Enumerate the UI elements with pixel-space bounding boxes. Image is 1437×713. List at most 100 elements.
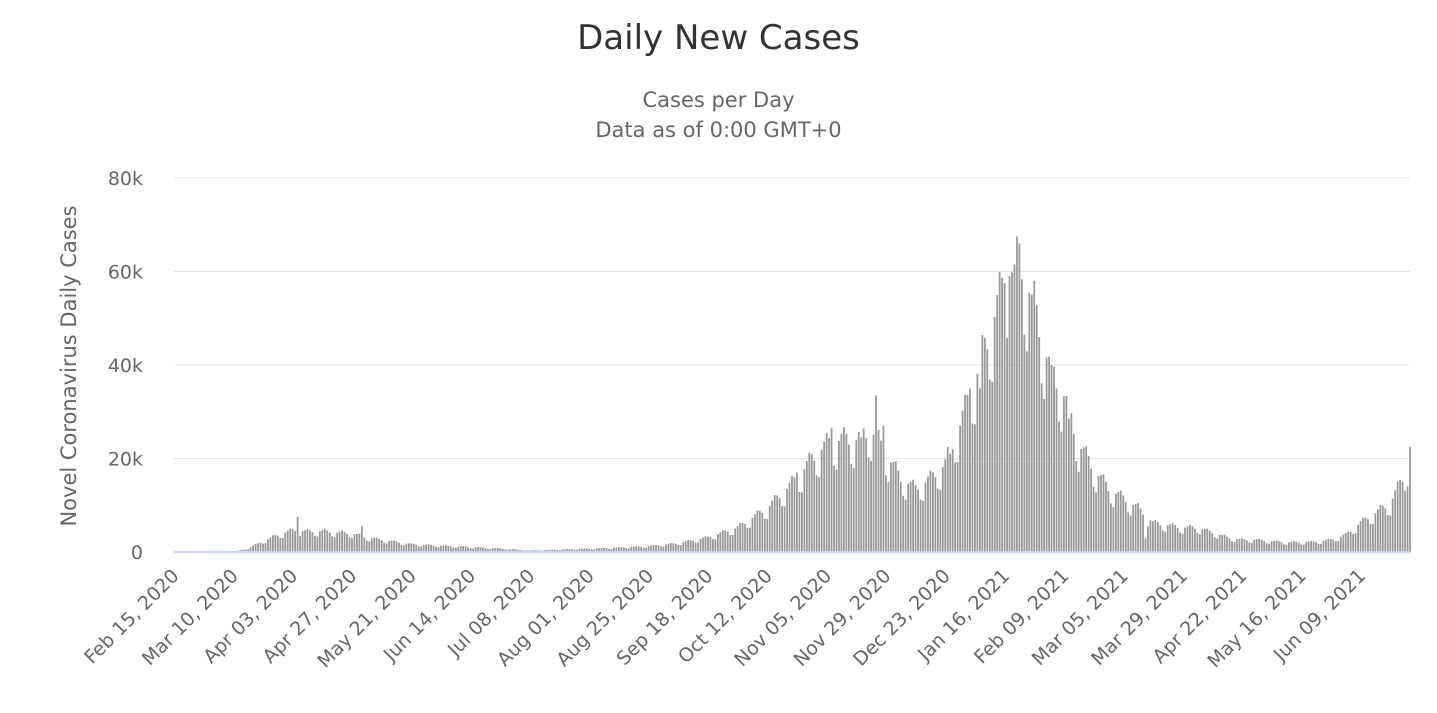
bar[interactable] [627,548,630,552]
bar[interactable] [600,547,603,552]
bar[interactable] [494,548,497,552]
bar[interactable] [1302,544,1305,552]
bar[interactable] [1109,503,1112,552]
bar[interactable] [1095,492,1097,552]
bar[interactable] [763,518,766,552]
bar[interactable] [269,537,272,552]
bar[interactable] [1290,541,1293,552]
bar[interactable] [709,537,712,552]
bar[interactable] [580,548,583,552]
bar[interactable] [887,482,890,552]
bar[interactable] [988,379,991,552]
bar[interactable] [1124,502,1127,552]
bar[interactable] [692,540,695,552]
bar[interactable] [798,491,801,552]
bar[interactable] [1154,519,1157,552]
bar[interactable] [1243,539,1246,552]
bar[interactable] [1067,418,1070,552]
bar[interactable] [983,337,986,552]
bar[interactable] [1082,447,1085,552]
bar[interactable] [430,544,432,552]
bar[interactable] [919,499,922,552]
bar[interactable] [1006,337,1008,552]
bar[interactable] [336,532,339,552]
bar[interactable] [1060,431,1063,552]
bar[interactable] [432,545,435,552]
bar[interactable] [346,533,348,552]
bar[interactable] [813,460,816,552]
bar[interactable] [1164,531,1167,552]
bar[interactable] [425,544,428,552]
bar[interactable] [435,546,437,552]
bar[interactable] [642,547,645,552]
bar[interactable] [788,482,791,552]
bar[interactable] [847,444,850,552]
bar[interactable] [477,547,479,552]
bar[interactable] [951,449,954,552]
bar[interactable] [380,540,383,552]
bar[interactable] [363,537,366,552]
bar[interactable] [927,476,929,552]
bar[interactable] [1045,357,1048,552]
bar[interactable] [1369,523,1372,552]
bar[interactable] [699,538,702,552]
bar[interactable] [1231,541,1233,552]
bar[interactable] [808,452,811,552]
bar[interactable] [689,540,692,552]
bar[interactable] [694,542,697,552]
bar[interactable] [672,543,675,552]
bar[interactable] [551,549,554,552]
bar[interactable] [1189,524,1191,552]
bar[interactable] [1386,514,1389,552]
bar[interactable] [800,492,803,552]
bar[interactable] [1226,536,1228,552]
bar[interactable] [966,395,969,552]
bar[interactable] [1322,540,1325,552]
bar[interactable] [1097,475,1100,552]
bar[interactable] [904,499,907,552]
bar[interactable] [1236,539,1238,552]
bar[interactable] [922,500,924,552]
bar[interactable] [1105,481,1107,552]
bar[interactable] [341,530,343,552]
bar[interactable] [314,535,316,552]
bar[interactable] [909,481,912,552]
bar[interactable] [603,547,606,552]
bar[interactable] [652,544,655,552]
bar[interactable] [924,482,927,552]
bar[interactable] [758,510,761,552]
bar[interactable] [368,541,371,552]
bar[interactable] [716,534,719,552]
bar[interactable] [299,536,301,552]
bar[interactable] [783,506,786,552]
bar[interactable] [452,547,455,552]
bar[interactable] [1280,542,1283,552]
bar[interactable] [405,543,408,552]
bar[interactable] [1268,543,1270,552]
bar[interactable] [857,432,860,552]
bar[interactable] [1248,542,1251,552]
bar[interactable] [593,549,596,552]
bar[interactable] [929,470,932,552]
bar[interactable] [323,528,326,552]
bar[interactable] [548,549,551,552]
bar[interactable] [843,427,845,552]
bar[interactable] [665,544,667,552]
bar[interactable] [311,532,314,552]
bar[interactable] [1300,544,1303,552]
bar[interactable] [1221,534,1224,552]
bar[interactable] [561,549,563,552]
bar[interactable] [766,519,769,552]
bar[interactable] [1250,542,1253,552]
bar[interactable] [499,548,502,552]
bar[interactable] [464,546,467,552]
bar[interactable] [712,539,714,552]
bar[interactable] [914,485,917,552]
bar[interactable] [553,549,556,552]
bar[interactable] [615,547,618,552]
bar[interactable] [514,549,517,552]
bar[interactable] [682,542,685,552]
bar[interactable] [284,532,287,552]
bar[interactable] [1184,527,1186,552]
bar[interactable] [1186,526,1189,552]
